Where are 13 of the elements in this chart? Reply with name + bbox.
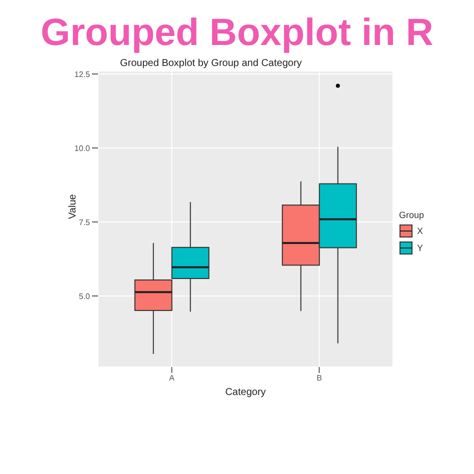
x-tick-label: A: [169, 374, 176, 383]
legend-title: Group: [398, 210, 424, 220]
legend-label: Y: [416, 243, 423, 253]
x-axis-title: Category: [225, 387, 266, 398]
legend-label: X: [416, 226, 423, 236]
y-tick-label: 12.5: [74, 70, 91, 79]
chart-subtitle: Grouped Boxplot by Group and Category: [120, 58, 303, 69]
x-tick-label: B: [316, 374, 322, 383]
chart-title: Grouped Boxplot in R: [40, 11, 434, 56]
y-tick-label: 5.0: [78, 292, 91, 301]
y-axis-title: Value: [68, 194, 79, 219]
y-tick-label: 7.5: [78, 218, 91, 227]
y-tick-label: 10.0: [74, 144, 91, 153]
